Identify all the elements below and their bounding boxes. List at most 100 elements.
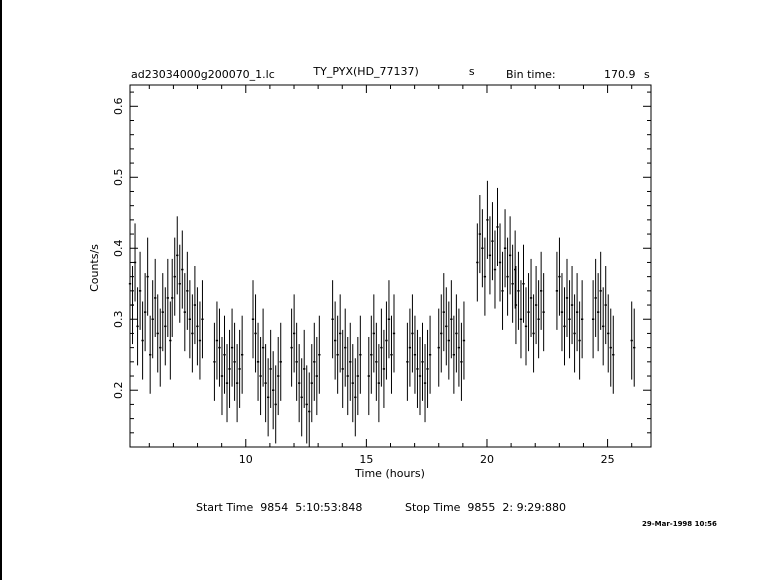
data-point (181, 230, 184, 309)
data-point (254, 294, 257, 373)
chart-title-unit: s (468, 65, 475, 78)
y-tick-label: 0.3 (112, 310, 125, 328)
data-point (445, 287, 448, 366)
data-point (421, 322, 424, 401)
data-point (418, 336, 422, 416)
data-point (149, 315, 152, 394)
data-point (166, 258, 169, 337)
data-point (375, 322, 378, 401)
data-point (503, 209, 507, 288)
data-point (563, 287, 566, 366)
data-point (522, 244, 525, 323)
data-point (356, 336, 359, 416)
data-point (359, 315, 362, 394)
data-point (133, 223, 137, 302)
data-point (633, 308, 636, 387)
data-point (524, 287, 528, 366)
data-point (372, 294, 375, 373)
data-point (154, 258, 157, 337)
data-point (532, 294, 535, 373)
data-point (146, 237, 149, 316)
data-point (612, 315, 615, 394)
data-point (272, 351, 275, 430)
data-point (310, 344, 313, 423)
data-point (491, 202, 494, 281)
y-tick-label: 0.2 (112, 381, 125, 399)
data-point (178, 244, 181, 323)
data-point (256, 322, 260, 401)
data-point (201, 280, 204, 359)
data-point (560, 273, 564, 352)
data-point (367, 336, 370, 416)
data-point (517, 251, 520, 330)
data-point (138, 251, 142, 330)
x-tick-label: 10 (239, 453, 253, 466)
x-tick-label: 20 (480, 453, 494, 466)
data-point (607, 294, 610, 373)
data-point (408, 308, 412, 387)
data-point (529, 258, 533, 337)
y-tick-label: 0.5 (112, 169, 125, 187)
data-point (151, 280, 154, 359)
data-point (555, 251, 559, 330)
data-point (537, 280, 540, 359)
data-point (238, 329, 241, 408)
data-point (295, 322, 298, 401)
data-point (558, 237, 561, 316)
bin-time-label: Bin time: (506, 68, 556, 81)
data-point (370, 315, 373, 394)
data-point (382, 329, 386, 408)
data-point (390, 315, 393, 394)
data-point (385, 301, 388, 380)
data-point (218, 308, 221, 387)
data-point (261, 308, 265, 387)
data-point (519, 280, 523, 359)
data-point (462, 301, 466, 380)
data-series (128, 180, 636, 447)
x-axis-label: Time (hours) (354, 467, 425, 480)
data-point (455, 294, 458, 373)
bin-time-unit: s (644, 68, 650, 81)
data-point (346, 336, 349, 416)
data-point (336, 315, 339, 394)
data-point (377, 344, 381, 423)
data-point (241, 315, 244, 394)
data-point (527, 273, 530, 352)
data-point (333, 301, 337, 380)
data-point (279, 322, 282, 401)
data-point (442, 273, 445, 352)
data-point (164, 287, 167, 366)
data-point (423, 344, 427, 423)
data-point (602, 287, 605, 366)
chart-title-source: TY_PYX(HD_77137) (313, 65, 419, 78)
data-point (183, 273, 186, 352)
data-point (292, 294, 296, 373)
data-point (215, 301, 219, 380)
data-point (486, 180, 489, 259)
data-point (570, 266, 574, 345)
data-point (131, 266, 134, 345)
data-point (478, 195, 481, 274)
data-point (233, 322, 236, 401)
data-point (496, 187, 499, 266)
data-point (313, 322, 316, 401)
data-point (141, 301, 144, 380)
data-point (413, 315, 417, 394)
data-point (220, 336, 224, 416)
data-point (213, 322, 216, 401)
data-point (457, 308, 461, 387)
data-point (594, 258, 597, 337)
data-point (274, 365, 277, 444)
data-point (514, 266, 518, 345)
data-point (575, 273, 579, 352)
data-point (411, 294, 414, 373)
window-left-border (0, 0, 2, 580)
data-point (173, 237, 176, 316)
data-point (498, 223, 502, 302)
data-point (406, 322, 409, 401)
data-point (171, 258, 174, 337)
data-point (354, 358, 357, 437)
data-point (437, 308, 440, 387)
data-point (186, 251, 189, 330)
data-point (580, 280, 584, 359)
